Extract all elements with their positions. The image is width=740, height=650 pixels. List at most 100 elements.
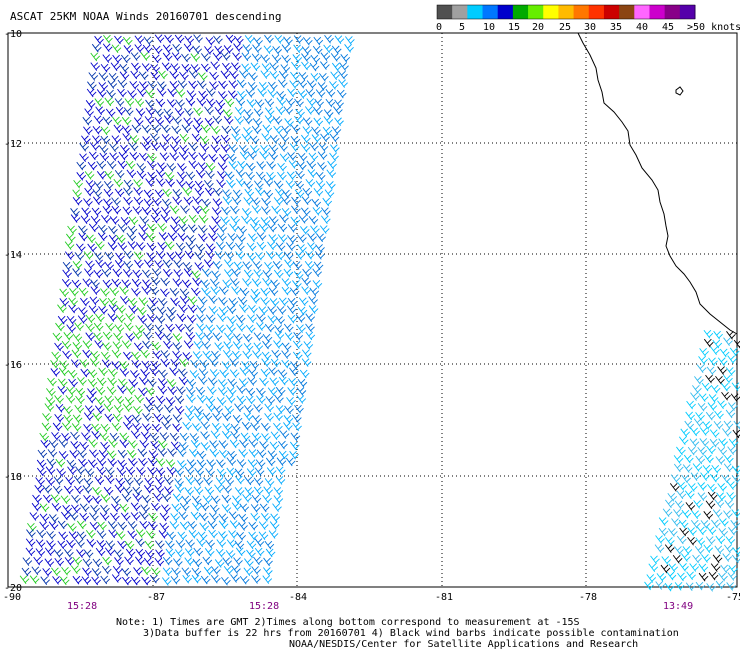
wind-barb — [109, 432, 120, 442]
wind-barb — [132, 331, 143, 340]
wind-barb — [50, 494, 61, 503]
wind-barb — [87, 81, 97, 90]
wind-barb — [21, 567, 32, 577]
wind-barb — [177, 163, 187, 172]
wind-barb — [193, 107, 203, 117]
wind-barb — [106, 89, 116, 99]
wind-barb — [161, 62, 172, 72]
wind-barb — [75, 387, 86, 397]
wind-barb — [268, 152, 278, 161]
island-outline — [675, 86, 684, 96]
wind-barb — [122, 421, 133, 431]
wind-barb — [151, 207, 162, 217]
wind-barb — [295, 170, 305, 180]
wind-barb — [227, 450, 237, 460]
wind-barb — [97, 521, 107, 531]
wind-barb — [690, 392, 700, 401]
wind-barb — [76, 161, 87, 171]
wind-barb — [66, 459, 77, 469]
wind-barb — [243, 567, 254, 577]
wind-barb — [277, 223, 288, 233]
wind-barb — [45, 477, 56, 486]
wind-barb — [174, 34, 185, 44]
wind-barb — [279, 214, 289, 224]
wind-barb — [265, 548, 276, 558]
wind-barb — [665, 499, 675, 509]
wind-barb — [715, 375, 725, 385]
wind-barb — [711, 464, 722, 474]
wind-barb — [251, 566, 261, 575]
wind-barb — [128, 216, 139, 226]
wind-barb — [88, 223, 99, 233]
wind-barb — [73, 179, 83, 189]
wind-barb — [71, 279, 82, 289]
wind-barb — [312, 268, 322, 277]
wind-barb — [275, 466, 286, 476]
wind-barb — [269, 298, 280, 307]
wind-barb — [174, 478, 184, 487]
wind-barb — [262, 340, 272, 350]
wind-barb — [74, 252, 85, 261]
wind-barb — [287, 224, 298, 233]
wind-barb — [90, 286, 101, 295]
wind-barb — [114, 35, 124, 45]
wind-barb — [221, 125, 232, 135]
wind-barb — [199, 522, 210, 532]
wind-barb — [302, 126, 313, 135]
wind-barb — [258, 521, 269, 530]
wind-barb — [253, 556, 263, 566]
wind-barb — [220, 216, 230, 226]
wind-barb — [697, 492, 708, 501]
wind-barb — [161, 493, 172, 503]
wind-barb — [77, 315, 88, 324]
wind-barb — [167, 386, 178, 396]
wind-barb — [262, 269, 273, 279]
wind-barb — [718, 572, 728, 582]
wind-barb — [104, 547, 115, 556]
wind-barb — [39, 432, 50, 442]
wind-barb — [150, 142, 161, 151]
wind-barb — [57, 386, 68, 395]
wind-barb — [154, 189, 165, 199]
wind-barb — [56, 468, 67, 477]
wind-barb — [249, 135, 260, 145]
wind-barb — [190, 359, 200, 369]
wind-barb — [147, 457, 158, 467]
wind-barb — [707, 402, 718, 411]
wind-barb — [144, 323, 154, 332]
wind-barb — [727, 572, 738, 581]
wind-barb — [230, 423, 241, 433]
wind-barb — [300, 143, 311, 153]
wind-barb — [83, 412, 94, 421]
wind-barb — [250, 216, 260, 226]
wind-barb — [150, 214, 161, 224]
wind-barb — [331, 45, 342, 55]
wind-barb — [732, 429, 740, 439]
wind-barb — [54, 395, 64, 404]
wind-barb — [296, 395, 307, 404]
wind-barb — [272, 116, 283, 125]
wind-barb — [160, 358, 171, 368]
wind-speed-legend-labels: 0 5 10 15 20 25 30 35 40 45 >50 knots — [436, 22, 740, 33]
wind-barb — [125, 160, 136, 170]
wind-barb — [136, 170, 147, 180]
wind-barb — [728, 438, 739, 448]
wind-barb — [187, 304, 198, 314]
wind-barb — [238, 513, 249, 523]
wind-barb — [120, 54, 131, 64]
wind-barb — [315, 89, 326, 98]
wind-barb — [104, 413, 115, 423]
wind-barb — [176, 448, 187, 458]
wind-barb — [155, 395, 166, 405]
wind-barb — [122, 486, 133, 495]
wind-barb — [237, 160, 247, 170]
wind-barb — [246, 252, 257, 262]
wind-barb — [108, 529, 119, 539]
wind-barb — [162, 44, 173, 54]
wind-barb — [82, 340, 93, 349]
wind-barb — [150, 360, 161, 370]
wind-barb — [57, 540, 68, 550]
wind-barb — [76, 243, 86, 253]
wind-barb — [658, 517, 669, 526]
wind-barb — [39, 503, 50, 513]
